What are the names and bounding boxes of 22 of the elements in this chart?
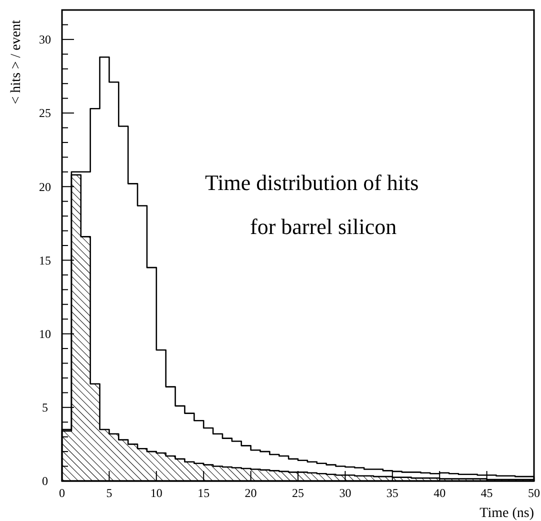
y-tick-label: 10 — [39, 327, 51, 342]
x-tick-label: 40 — [434, 486, 446, 500]
x-axis-title: Time (ns) — [480, 506, 534, 521]
x-tick-label: 35 — [386, 486, 398, 500]
y-tick-label: 25 — [39, 106, 51, 120]
x-tick-label: 30 — [339, 486, 352, 500]
y-tick-label: 0 — [42, 474, 48, 488]
y-tick-label: 20 — [39, 180, 51, 194]
x-tick-label: 10 — [150, 486, 162, 500]
y-tick-label: 30 — [39, 32, 51, 47]
text: Time distribution of hits — [205, 170, 419, 195]
x-tick-label: 50 — [528, 486, 540, 500]
text: for barrel silicon — [250, 214, 397, 239]
x-tick-label: 45 — [480, 486, 493, 500]
x-tick-label: 20 — [244, 486, 257, 500]
y-tick-label: 5 — [42, 400, 48, 415]
x-tick-label: 5 — [106, 486, 112, 500]
y-tick-label: 15 — [39, 253, 51, 268]
x-tick-label: 25 — [292, 486, 304, 500]
x-tick-label: 15 — [198, 486, 210, 500]
y-axis-title: < hits > / event — [9, 20, 24, 104]
x-tick-label: 0 — [59, 486, 65, 500]
